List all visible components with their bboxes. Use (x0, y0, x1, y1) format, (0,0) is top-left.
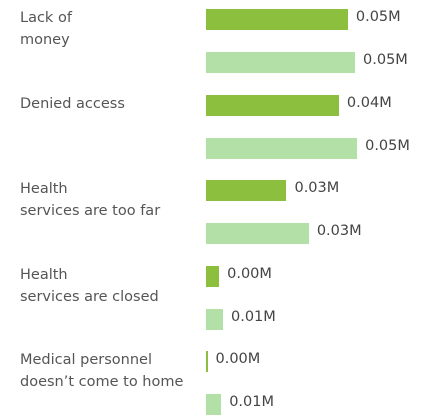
bar (206, 308, 223, 330)
category-label: Health services are too far (20, 181, 161, 219)
category-label: Denied access (20, 95, 125, 112)
value-label: 0.05M (365, 137, 410, 154)
category-label: Medical personnel doesn’t come to home (20, 352, 184, 390)
value-label: 0.05M (363, 52, 408, 68)
value-label: 0.01M (229, 394, 274, 410)
value-label: 0.03M (294, 180, 340, 196)
category-label: Lack of money (20, 10, 72, 48)
value-label: 0.03M (316, 223, 362, 239)
bar (206, 223, 309, 244)
value-label: 0.00M (215, 351, 261, 367)
bar (206, 180, 287, 201)
bar (206, 94, 339, 116)
bar (206, 394, 222, 415)
bar (206, 137, 358, 159)
bar (206, 9, 348, 30)
value-label: 0.00M (227, 265, 272, 282)
value-label: 0.05M (355, 9, 401, 25)
bar (206, 52, 356, 73)
value-label: 0.01M (230, 308, 276, 325)
bar (206, 265, 220, 287)
value-label: 0.04M (346, 94, 392, 111)
category-label: Health services are closed (20, 266, 159, 305)
bar (206, 351, 208, 372)
